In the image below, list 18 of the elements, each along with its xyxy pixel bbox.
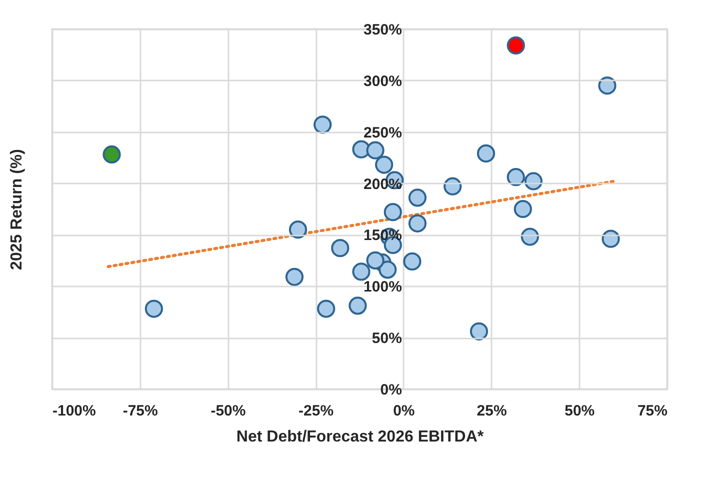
- x-tick-label: -50%: [210, 402, 246, 420]
- y-tick-label: 0%: [380, 382, 402, 398]
- y-tick-label: 100%: [364, 278, 402, 296]
- x-tick-label: 0%: [393, 402, 415, 420]
- y-tick-label: 150%: [364, 227, 402, 244]
- x-axis-title: Net Debt/Forecast 2026 EBITDA*: [236, 428, 484, 446]
- y-tick-label: 50%: [372, 330, 402, 348]
- x-tick-label: -75%: [122, 402, 158, 420]
- x-tick-label: 75%: [637, 402, 668, 420]
- x-tick-label: -100%: [52, 402, 96, 420]
- y-tick-label: 200%: [364, 176, 402, 193]
- x-tick-label: 25%: [476, 402, 507, 420]
- y-tick-label: 300%: [364, 72, 402, 90]
- x-tick-label: -25%: [298, 402, 334, 420]
- y-tick-label: 350%: [364, 22, 402, 38]
- x-tick-label: 50%: [564, 402, 595, 420]
- y-axis-title: 2025 Return (%): [8, 149, 26, 270]
- y-tick-label: 250%: [364, 124, 402, 142]
